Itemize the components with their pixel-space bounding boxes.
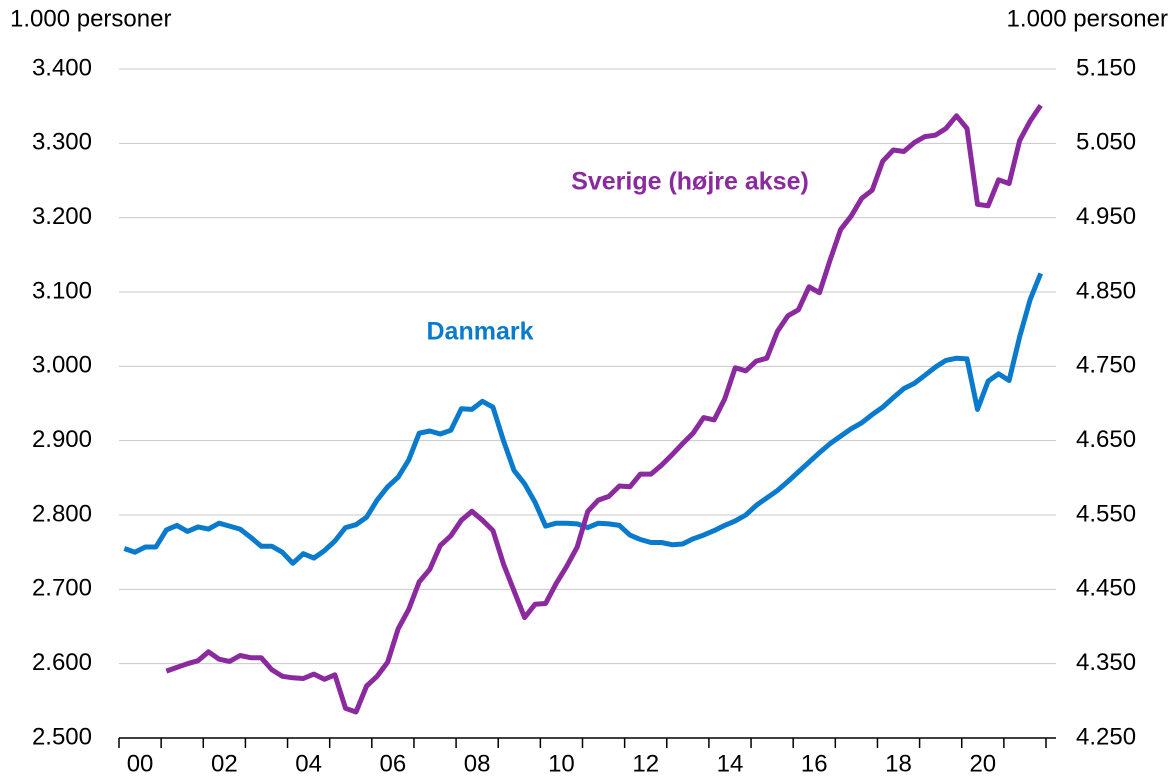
- x-tick-label: 04: [295, 750, 322, 777]
- y-tick-label: 3.200: [32, 203, 92, 230]
- x-tick-label: 02: [211, 750, 238, 777]
- y2-tick-label: 4.650: [1076, 426, 1136, 453]
- x-tick-label: 14: [717, 750, 744, 777]
- y-tick-label: 2.900: [32, 426, 92, 453]
- x-tick-label: 00: [127, 750, 154, 777]
- y-tick-label: 3.000: [32, 352, 92, 379]
- y-tick-label: 3.300: [32, 129, 92, 156]
- y2-tick-label: 4.450: [1076, 575, 1136, 602]
- x-tick-label: 06: [380, 750, 407, 777]
- annotation: Danmark: [427, 318, 534, 346]
- y-axis-label: 1.000 personer: [10, 5, 171, 32]
- y2-tick-label: 5.150: [1076, 54, 1136, 81]
- y-tick-label: 2.600: [32, 649, 92, 676]
- y2-tick-label: 4.250: [1076, 723, 1136, 750]
- x-tick-label: 08: [464, 750, 491, 777]
- y2-tick-label: 4.950: [1076, 203, 1136, 230]
- y-tick-label: 2.800: [32, 500, 92, 527]
- y-tick-label: 2.500: [32, 723, 92, 750]
- series-line: [123, 272, 1044, 566]
- x-tick-label: 10: [548, 750, 575, 777]
- series-line: [165, 104, 1043, 715]
- y2-tick-label: 5.050: [1076, 129, 1136, 156]
- x-tick-label: 12: [632, 750, 659, 777]
- y2-axis-label: 1.000 personer: [1007, 5, 1168, 32]
- x-tick-label: 16: [801, 750, 828, 777]
- x-tick-label: 20: [969, 750, 996, 777]
- annotation: Sverige (højre akse): [571, 168, 809, 196]
- y-tick-label: 3.100: [32, 277, 92, 304]
- y2-tick-label: 4.850: [1076, 277, 1136, 304]
- y2-tick-label: 4.750: [1076, 352, 1136, 379]
- y2-tick-label: 4.350: [1076, 649, 1136, 676]
- y-tick-label: 2.700: [32, 575, 92, 602]
- y-tick-label: 3.400: [32, 54, 92, 81]
- x-tick-label: 18: [885, 750, 912, 777]
- y2-tick-label: 4.550: [1076, 500, 1136, 527]
